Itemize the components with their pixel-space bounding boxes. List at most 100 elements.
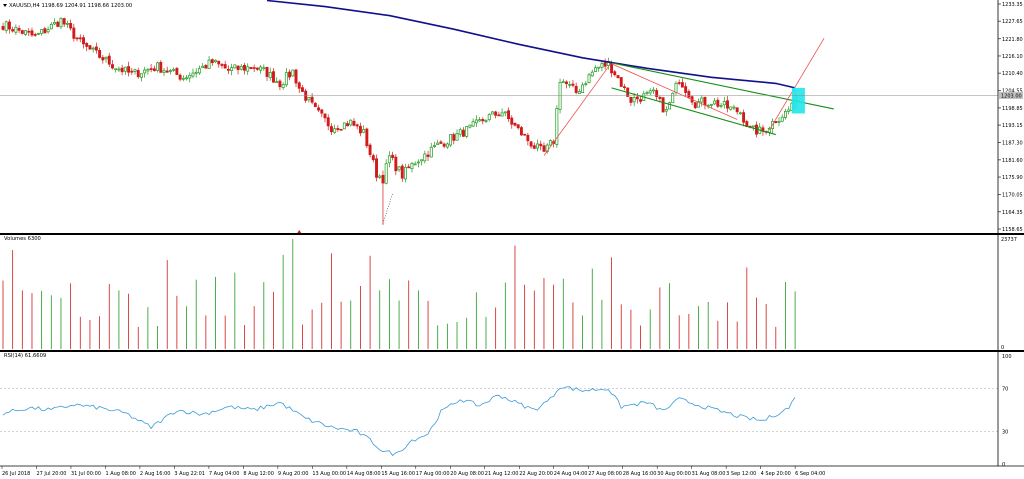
candle-body [1,26,5,30]
price-tick-label: 1198.85 [1002,106,1023,112]
candle-body [162,70,166,73]
candle-body [236,65,240,71]
candle-body [56,21,60,27]
candle-body [719,105,723,107]
candle-body [780,116,784,122]
candle-body [542,145,546,152]
chevron-down-icon [3,4,7,7]
rsi-pane[interactable] [0,386,998,457]
candle-body [94,46,98,51]
price-tick-label: 1221.80 [1002,37,1023,43]
candle-body [735,107,739,113]
candle-body [30,30,34,36]
candle-body [226,69,230,71]
candle-body [65,23,69,25]
time-tick-label: 26 Jul 2018 [2,471,30,477]
candle-body [687,91,691,98]
candle-body [565,81,568,85]
price-tick-label: 1204.55 [1002,89,1023,95]
candle-body [722,101,726,106]
candle-body [613,71,617,76]
candle-body [397,166,401,171]
moving-average-line [266,0,796,89]
candle-body [455,133,459,141]
trendline [543,66,609,156]
time-tick-label: 3 Sep 12:00 [726,471,756,477]
candle-body [281,84,285,88]
current-price-tag [999,91,1023,99]
price-tick-label: 1164.35 [1002,210,1023,216]
candle-body [85,42,89,47]
time-tick-label: 17 Aug 00:00 [416,471,450,477]
candle-body [107,55,111,65]
candle-body [548,140,552,146]
candle-body [571,83,575,86]
candle-body [252,67,256,69]
candle-body [468,124,472,128]
current-price-label: 1203.00 [1001,93,1022,99]
candle-body [323,113,327,119]
candle-body [75,37,79,40]
candle-body [317,107,321,111]
rsi-tick-label: 100 [1002,354,1012,360]
time-tick-label: 3 Aug 22:01 [174,471,205,477]
price-pane[interactable] [0,0,998,234]
time-tick-label: 22 Aug 20:00 [519,471,553,477]
candle-body [352,120,356,126]
candle-body [668,102,671,110]
candle-body [523,133,527,136]
candle-body [423,153,427,162]
candle-body [732,106,736,109]
candle-body [587,74,591,84]
candle-body [429,146,433,158]
candle-body [262,67,266,70]
candle-body [584,83,588,85]
candle-body [114,68,118,71]
time-tick-label: 7 Aug 04:00 [209,471,240,477]
candle-body [680,82,684,88]
candle-body [53,21,56,25]
candle-body [742,112,746,123]
candle-body [7,21,11,30]
candle-body [465,126,469,137]
period-separator-arrow [297,230,302,233]
candle-body [648,90,652,94]
candle-body [220,64,224,66]
candle-body [539,143,543,147]
candle-body [143,69,147,74]
candle-body [272,71,275,83]
candle-body [597,66,601,69]
price-tick-label: 1187.30 [1002,141,1023,147]
time-tick-label: 14 Aug 08:00 [347,471,381,477]
candle-body [484,120,488,122]
candle-body [307,97,311,101]
candle-body [140,73,143,78]
candle-body [420,159,424,162]
candle-body [536,143,539,149]
candle-body [500,112,504,117]
candle-body [751,125,755,128]
time-tick-label: 27 Jul 20:00 [36,471,66,477]
time-tick-label: 24 Aug 04:00 [554,471,588,477]
time-tick-label: 1 Aug 08:00 [105,471,136,477]
candle-body [449,134,453,146]
time-tick-label: 9 Aug 20:00 [278,471,309,477]
candle-body [159,61,163,73]
volume-pane[interactable] [2,239,796,349]
candle-body [310,96,314,103]
candle-body [368,144,372,155]
candle-body [27,30,31,33]
candle-body [603,62,607,67]
time-axis: 26 Jul 2018 27 Jul 20:00 31 Jul 00:00 1 Aug… [1,466,825,477]
candle-body [172,68,176,71]
candle-body [249,67,253,69]
candle-body [111,64,114,69]
candle-body [474,119,478,124]
candle-body [693,102,697,109]
symbol-header: XAUUSD,H4 1198.69 1204.91 1198.66 1203.0… [9,3,132,9]
candle-body [36,32,40,35]
candle-body [658,96,662,99]
candle-body [201,65,205,69]
candle-body [439,141,443,144]
